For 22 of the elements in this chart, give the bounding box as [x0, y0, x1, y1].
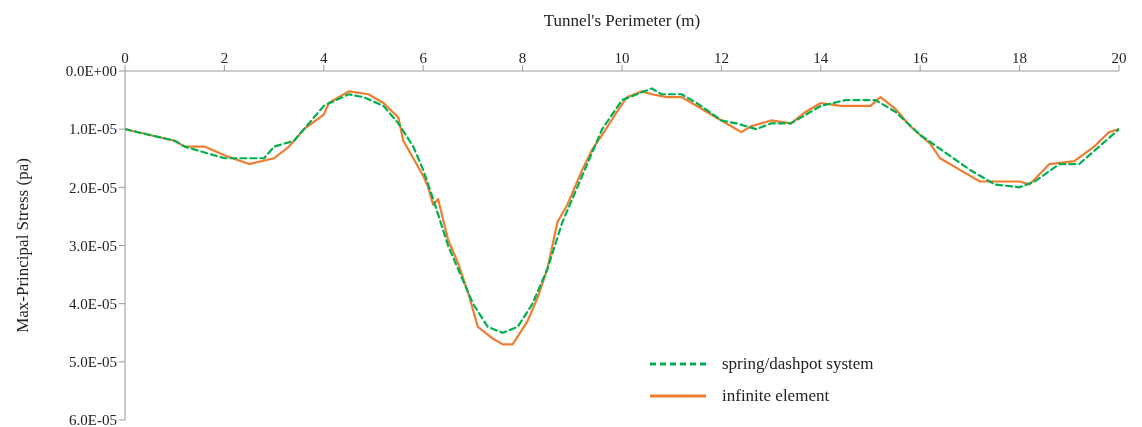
y-tick-label: 6.0E-05	[69, 412, 117, 427]
x-tick-label: 18	[1012, 50, 1028, 66]
legend-label: infinite element	[722, 386, 830, 406]
x-tick-label: 6	[419, 50, 428, 66]
y-tick-label: 0.0E+00	[65, 63, 117, 80]
x-tick-label: 20	[1111, 50, 1127, 66]
y-axis-title: Max-Principal Stress (pa)	[13, 158, 33, 333]
y-tick-label: 2.0E-05	[69, 179, 117, 196]
x-tick-label: 12	[713, 50, 729, 66]
y-tick-label: 1.0E-05	[69, 121, 117, 138]
y-tick-label: 4.0E-05	[69, 295, 117, 312]
legend-label: spring/dashpot system	[722, 354, 874, 374]
x-tick-label: 2	[220, 50, 229, 66]
x-tick-label: 14	[813, 50, 829, 66]
x-axis-title: Tunnel's Perimeter (m)	[543, 11, 701, 31]
x-tick-label: 0	[121, 50, 129, 66]
x-tick-label: 10	[614, 50, 630, 66]
y-tick-label: 3.0E-05	[69, 237, 117, 254]
x-tick-label: 16	[912, 50, 929, 66]
x-tick-label: 4	[320, 50, 329, 66]
x-tick-label: 8	[518, 50, 527, 66]
y-tick-label: 5.0E-05	[69, 354, 117, 371]
